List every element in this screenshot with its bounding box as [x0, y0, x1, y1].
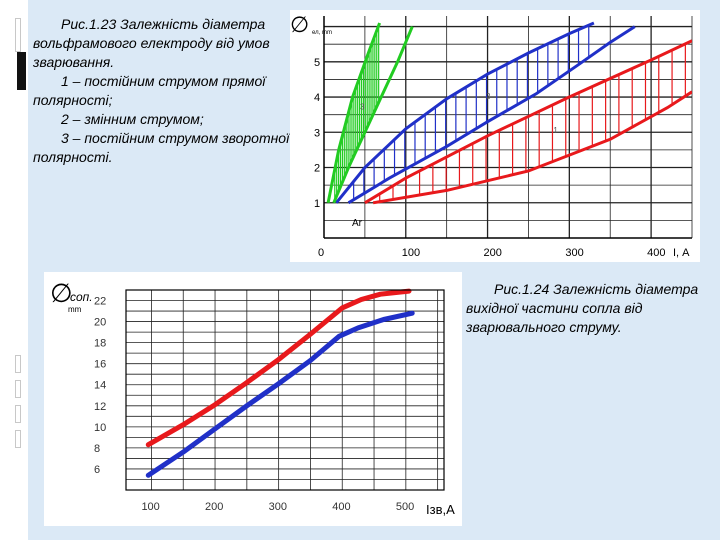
x-tick-label: 100: [141, 501, 159, 513]
y-tick-label: 18: [94, 338, 106, 350]
series-lines: [145, 288, 415, 478]
shielding-gas-label: Ar: [352, 218, 363, 229]
electrode-diameter-chart-svg: 1 2 3 0 100 200 300 400 1 2 3 4 5 І, А ∅ ел, mm Ar: [290, 12, 693, 259]
y-axis-subscript: соп.: [70, 290, 93, 304]
y-tick-label: 10: [94, 422, 106, 434]
x-tick-label: 300: [269, 501, 287, 513]
grid: [126, 289, 444, 490]
y-tick-label: 6: [94, 464, 100, 476]
figure-1-caption: Рис.1.23 Залежність діаметра вольфрамово…: [33, 15, 298, 167]
plot-frame: [125, 289, 445, 491]
grid: [324, 16, 693, 238]
y-tick-label: 22: [94, 296, 106, 308]
decorative-bar: [15, 380, 21, 398]
x-tick-label: 200: [484, 247, 502, 259]
figure-1-item-3: 3 – постійним струмом зворотної полярнос…: [33, 130, 290, 165]
band-lower-curve-1: [372, 90, 692, 205]
y-axis-symbol: ∅: [50, 278, 73, 308]
series-label-3: 3: [360, 103, 365, 112]
y-tick-label: 2: [314, 163, 320, 175]
electrode-diameter-chart: 1 2 3 0 100 200 300 400 1 2 3 4 5 І, А ∅ ел, mm Ar: [290, 10, 700, 262]
band-upper-curve-2: [335, 21, 595, 204]
y-tick-label: 16: [94, 359, 106, 371]
decorative-bar: [15, 355, 21, 373]
band-lower-curve-3: [332, 26, 414, 204]
x-tick-label: 400: [332, 501, 350, 513]
nozzle-diameter-chart: 100 200 300 400 500 6 8 10 12 14 16 18 20 22 Ізв,А ∅ соп…: [44, 272, 462, 526]
decorative-bar: [15, 430, 21, 448]
x-tick-label: 0: [318, 247, 324, 259]
y-axis-symbol: ∅: [290, 12, 309, 37]
y-tick-label: 5: [314, 57, 320, 69]
nozzle-diameter-chart-svg: 100 200 300 400 500 6 8 10 12 14 16 18 20 22 Ізв,А ∅соп…: [50, 278, 455, 517]
y-tick-label: 14: [94, 380, 106, 392]
slide-left-strip: [0, 0, 28, 540]
figure-2-title: Рис.1.24 Залежність діаметра вихідної ча…: [466, 281, 699, 335]
y-axis-unit: mm: [68, 305, 82, 314]
decorative-bar: [15, 405, 21, 423]
y-tick-label: 8: [94, 443, 100, 455]
labels: 100 200 300 400 500 6 8 10 12 14 16 18 20 22 Ізв,А ∅соп…: [50, 278, 455, 517]
figure-1-title: Рис.1.23 Залежність діаметра вольфрамово…: [33, 16, 270, 70]
x-axis-label: І, А: [673, 247, 690, 259]
series-label-2: 2: [486, 92, 491, 101]
axes: [125, 289, 445, 491]
red-series-line: [145, 288, 412, 448]
figure-2-caption: Рис.1.24 Залежність діаметра вихідної ча…: [466, 280, 706, 337]
labels: 1 2 3 0 100 200 300 400 1 2 3 4 5 І, А ∅ ел, mm Ar: [290, 12, 690, 259]
blue-series-line: [145, 310, 415, 478]
band-upper-curve-1: [364, 39, 692, 205]
y-axis-subscript: ел, mm: [312, 30, 332, 36]
y-tick-label: 4: [314, 92, 320, 104]
figure-1-item-1: 1 – постійним струмом прямої полярності;: [33, 73, 266, 108]
decorative-bar: [15, 18, 21, 52]
x-tick-label: 100: [402, 247, 420, 259]
x-axis-label: Ізв,А: [426, 502, 455, 517]
y-tick-label: 12: [94, 401, 106, 413]
band-upper-curve-3: [326, 22, 382, 204]
x-tick-label: 500: [396, 501, 414, 513]
x-tick-label: 200: [205, 501, 223, 513]
range-bands: [326, 21, 692, 205]
series-label-1: 1: [553, 126, 558, 135]
y-tick-label: 1: [314, 198, 320, 210]
x-tick-label: 300: [565, 247, 583, 259]
axes: [323, 16, 692, 239]
x-tick-label: 400: [647, 247, 665, 259]
y-tick-label: 20: [94, 317, 106, 329]
figure-1-item-2: 2 – змінним струмом;: [61, 111, 204, 127]
decorative-bar: [17, 52, 26, 90]
band-lower-curve-2: [347, 25, 636, 205]
y-tick-label: 3: [314, 127, 320, 139]
